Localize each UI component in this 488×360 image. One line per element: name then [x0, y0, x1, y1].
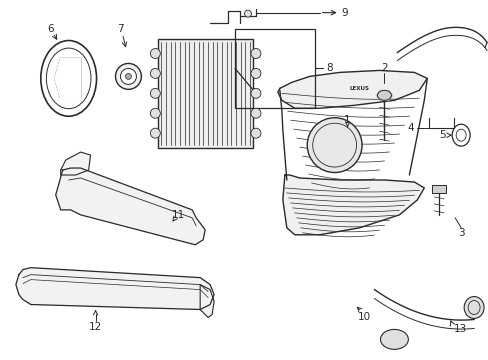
Text: 6: 6 [47, 24, 54, 33]
Polygon shape [16, 268, 214, 310]
Ellipse shape [250, 68, 261, 78]
Polygon shape [376, 90, 392, 100]
Text: 2: 2 [380, 63, 387, 73]
Ellipse shape [115, 63, 141, 89]
Polygon shape [200, 285, 214, 318]
Text: 1: 1 [344, 115, 350, 125]
Polygon shape [55, 58, 81, 98]
Text: 12: 12 [89, 323, 102, 332]
Ellipse shape [150, 49, 160, 58]
Ellipse shape [306, 118, 361, 172]
Ellipse shape [150, 68, 160, 78]
Ellipse shape [250, 108, 261, 118]
Text: 10: 10 [357, 312, 370, 323]
Polygon shape [61, 152, 90, 175]
Text: 9: 9 [341, 8, 347, 18]
Ellipse shape [150, 108, 160, 118]
Ellipse shape [150, 88, 160, 98]
Ellipse shape [125, 73, 131, 80]
Ellipse shape [244, 10, 251, 17]
Ellipse shape [463, 297, 483, 319]
Text: 13: 13 [453, 324, 467, 334]
Text: 11: 11 [171, 210, 184, 220]
Polygon shape [277, 71, 427, 108]
Bar [235, 28, 314, 108]
Ellipse shape [380, 329, 407, 349]
Text: LEXUS: LEXUS [349, 86, 369, 91]
Text: 3: 3 [457, 228, 464, 238]
Bar [158, 39, 252, 148]
Ellipse shape [250, 88, 261, 98]
Text: 4: 4 [407, 123, 413, 133]
Text: 5: 5 [439, 130, 446, 140]
Ellipse shape [120, 68, 136, 84]
Text: 7: 7 [117, 24, 123, 33]
Bar [431, 185, 446, 193]
Ellipse shape [250, 49, 261, 58]
Polygon shape [56, 168, 205, 245]
Ellipse shape [150, 128, 160, 138]
Polygon shape [282, 175, 424, 235]
Text: 8: 8 [326, 63, 333, 73]
Ellipse shape [250, 128, 261, 138]
